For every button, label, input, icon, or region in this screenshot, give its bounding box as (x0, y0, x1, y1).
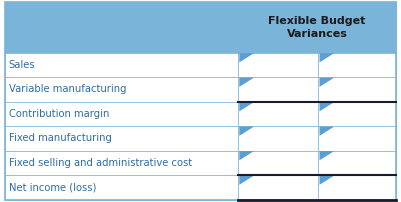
Bar (238, 53, 318, 77)
Bar (318, 175, 396, 200)
Polygon shape (320, 176, 334, 185)
Polygon shape (320, 151, 334, 160)
Polygon shape (320, 102, 334, 111)
Text: Flexible Budget
Variances: Flexible Budget Variances (268, 16, 366, 39)
Bar (5, 2, 238, 53)
Bar (5, 77, 238, 102)
Bar (238, 151, 318, 175)
Bar (318, 102, 396, 126)
Polygon shape (239, 78, 254, 87)
Polygon shape (239, 151, 254, 160)
Bar (318, 53, 396, 77)
Text: Sales: Sales (9, 60, 35, 70)
Bar (238, 126, 318, 151)
Polygon shape (320, 126, 334, 136)
Bar (5, 151, 238, 175)
Polygon shape (239, 176, 254, 185)
Bar (238, 175, 318, 200)
Polygon shape (320, 53, 334, 62)
Polygon shape (239, 102, 254, 111)
Text: Variable manufacturing: Variable manufacturing (9, 84, 126, 94)
Text: Net income (loss): Net income (loss) (9, 182, 96, 192)
Bar (318, 126, 396, 151)
Polygon shape (239, 53, 254, 62)
Polygon shape (239, 126, 254, 136)
Bar (318, 151, 396, 175)
Text: Fixed manufacturing: Fixed manufacturing (9, 133, 112, 143)
Bar (238, 102, 318, 126)
Bar (238, 2, 396, 53)
Bar (318, 77, 396, 102)
Text: Fixed selling and administrative cost: Fixed selling and administrative cost (9, 158, 192, 168)
Bar (5, 126, 238, 151)
Bar (5, 102, 238, 126)
Bar (238, 77, 318, 102)
Bar (5, 175, 238, 200)
Text: Contribution margin: Contribution margin (9, 109, 109, 119)
Polygon shape (320, 78, 334, 87)
Bar (5, 53, 238, 77)
